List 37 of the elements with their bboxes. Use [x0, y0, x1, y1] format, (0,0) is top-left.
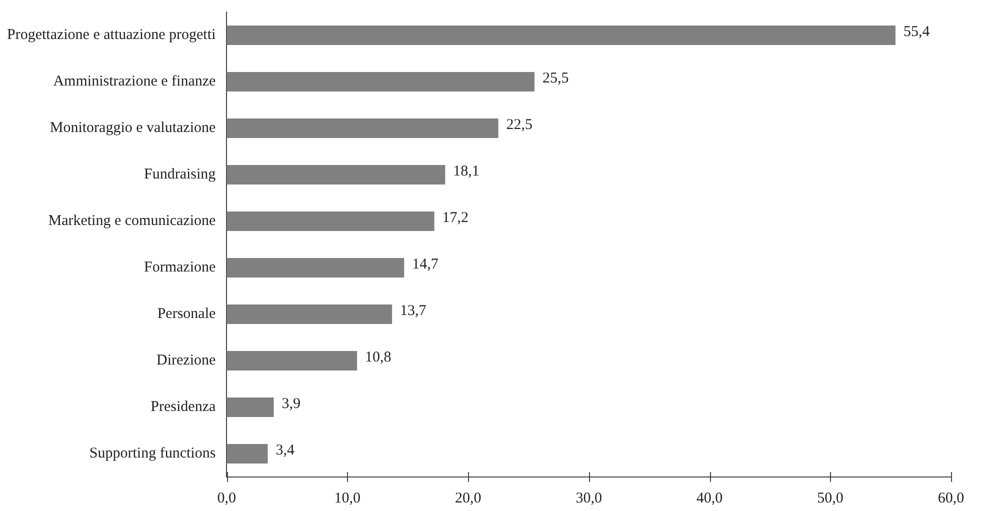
bar: [226, 258, 404, 278]
y-tick-label: Monitoraggio e valutazione: [50, 120, 216, 136]
data-label: 3,4: [276, 442, 295, 459]
bar: [226, 72, 535, 92]
bar: [226, 164, 446, 185]
x-tick-label: 10,0: [334, 490, 361, 506]
data-label: 22,5: [506, 117, 533, 134]
y-tick-label: Formazione: [144, 260, 216, 276]
x-tick-label: 40,0: [696, 490, 723, 506]
data-label: 3,9: [282, 396, 300, 412]
data-label: 10,8: [365, 350, 392, 366]
x-tick-label: 30,0: [576, 490, 602, 506]
data-label: 18,1: [453, 164, 480, 180]
y-tick-label: Fundraising: [144, 166, 216, 183]
bar: [226, 211, 434, 232]
bar: [226, 444, 268, 464]
x-tick-label: 60,0: [938, 490, 964, 506]
bar: [226, 397, 274, 418]
x-tick-label: 50,0: [817, 490, 844, 506]
y-tick-label: Amministrazione e finanze: [53, 74, 216, 90]
bar: [226, 25, 896, 46]
bar: [226, 350, 358, 371]
data-label: 14,7: [412, 256, 439, 273]
bar: [226, 118, 498, 138]
y-tick-label: Supporting functions: [89, 446, 216, 462]
y-tick-label: Progettazione e attuazione progetti: [6, 27, 216, 44]
bar: [226, 304, 392, 324]
x-tick-label: 20,0: [454, 490, 482, 506]
data-label: 17,2: [442, 210, 469, 226]
y-tick-label: Presidenza: [150, 399, 216, 416]
data-label: 55,4: [903, 24, 930, 40]
data-label: 25,5: [542, 70, 569, 87]
x-tick-label: 0,0: [217, 490, 236, 506]
y-tick-label: Personale: [157, 306, 216, 322]
y-tick-label: Direzione: [156, 352, 216, 369]
data-label: 13,7: [400, 303, 427, 320]
y-tick-label: Marketing e comunicazione: [48, 213, 216, 230]
